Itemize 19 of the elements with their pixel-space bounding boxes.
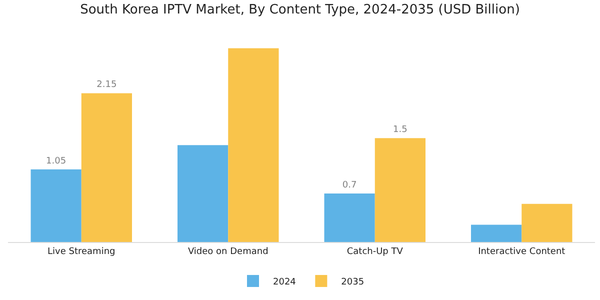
- bar: [522, 204, 572, 242]
- bar: [30, 169, 82, 242]
- bar: [471, 224, 522, 242]
- x-tick-label: Interactive Content: [478, 246, 566, 257]
- x-tick-label: Live Streaming: [48, 246, 116, 257]
- x-tick-label: Video on Demand: [188, 246, 268, 257]
- data-label: 0.7: [342, 180, 357, 191]
- data-label: 1.5: [393, 125, 408, 136]
- x-tick-label: Catch-Up TV: [346, 246, 404, 257]
- legend-label: 2024: [273, 277, 296, 288]
- data-label: 1.05: [46, 156, 66, 166]
- bar: [81, 93, 132, 242]
- bar: [324, 194, 375, 242]
- bar: [374, 138, 426, 242]
- bar: [178, 145, 228, 242]
- legend-label: 2035: [341, 277, 364, 288]
- bar: [228, 48, 279, 242]
- chart-title: South Korea IPTV Market, By Content Type, 2024-2035 (USD Billion): [80, 2, 520, 18]
- data-label: 2.15: [96, 80, 117, 90]
